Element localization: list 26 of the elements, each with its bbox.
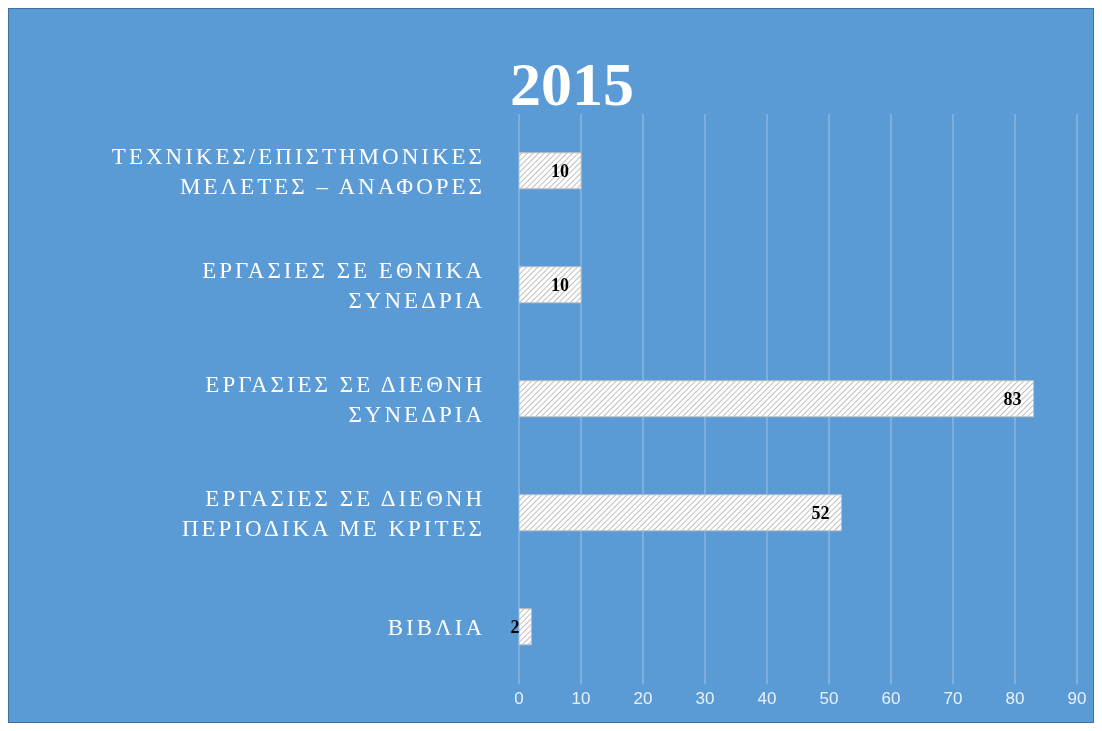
y-tick-label: ΤΕΧΝΙΚΕΣ/ΕΠΙΣΤΗΜΟΝΙΚΕΣ ΜΕΛΕΤΕΣ – ΑΝΑΦΟΡΕΣ xyxy=(111,143,485,199)
x-tick-label: 50 xyxy=(819,689,839,709)
x-tick-label: 90 xyxy=(1067,689,1087,709)
chart-title: 2015 xyxy=(509,49,635,119)
x-tick-label: 0 xyxy=(514,689,524,709)
data-label: 52 xyxy=(811,503,830,524)
x-tick-label: 80 xyxy=(1005,689,1025,709)
x-tick-label: 40 xyxy=(757,689,777,709)
bar xyxy=(519,152,582,190)
y-tick-label: ΕΡΓΑΣΙΕΣ ΣΕ ΕΘΝΙΚΑ ΣΥΝΕΔΡΙΑ xyxy=(202,257,485,313)
bar xyxy=(519,608,532,646)
x-tick-label: 70 xyxy=(943,689,963,709)
data-label: 2 xyxy=(510,617,520,638)
y-tick-label: ΒΙΒΛΙΑ xyxy=(387,614,485,640)
data-label: 83 xyxy=(1003,389,1022,410)
bar xyxy=(519,266,582,304)
x-tick-label: 30 xyxy=(695,689,715,709)
x-tick-label: 20 xyxy=(633,689,653,709)
data-label: 10 xyxy=(551,275,569,296)
y-tick-label: ΕΡΓΑΣΙΕΣ ΣΕ ΔΙΕΘΝΗ ΠΕΡΙΟΔΙΚΑ ΜΕ ΚΡΙΤΕΣ xyxy=(181,485,485,541)
x-tick-label: 60 xyxy=(881,689,901,709)
y-tick-label: ΕΡΓΑΣΙΕΣ ΣΕ ΔΙΕΘΝΗ ΣΥΝΕΔΡΙΑ xyxy=(205,371,485,427)
data-label: 10 xyxy=(551,161,569,182)
bar xyxy=(519,494,842,532)
bar xyxy=(519,380,1035,418)
x-tick-label: 10 xyxy=(571,689,591,709)
